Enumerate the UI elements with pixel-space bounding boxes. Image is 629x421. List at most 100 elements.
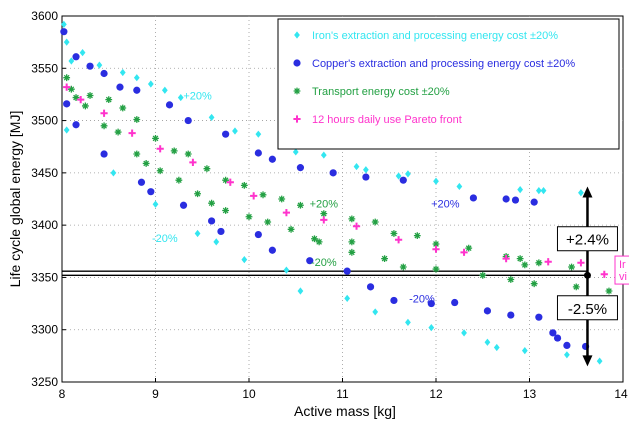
data-point [600, 270, 608, 278]
data-point [563, 341, 571, 349]
data-point [133, 116, 141, 123]
data-point [348, 215, 356, 223]
data-point [137, 178, 146, 186]
data-point [451, 298, 459, 307]
data-point [479, 271, 487, 279]
data-point [194, 190, 201, 198]
data-point [283, 266, 290, 274]
legend-marker [293, 59, 301, 67]
data-point [605, 287, 613, 295]
legend-entry-pareto: 12 hours daily use Pareto front [312, 114, 462, 126]
data-point [250, 192, 258, 200]
data-point [507, 276, 515, 283]
data-point [226, 178, 234, 186]
percent-annotation: -20% [152, 233, 178, 245]
data-point [432, 265, 440, 273]
data-point [433, 177, 439, 185]
data-point [517, 185, 524, 194]
data-point [184, 150, 192, 158]
data-point [255, 130, 262, 138]
legend-marker [293, 87, 301, 95]
data-point [208, 113, 215, 122]
legend-markers [293, 31, 301, 123]
data-point [507, 311, 515, 319]
arrow-head [582, 186, 593, 198]
x-tick-label: 13 [523, 387, 537, 401]
annotations: +20% -20% +20% -20% +20% -20% [152, 91, 460, 306]
data-point [320, 210, 328, 218]
data-point [511, 196, 520, 204]
data-point [530, 198, 538, 206]
data-point [208, 199, 215, 207]
data-point [483, 307, 492, 315]
data-point [240, 182, 248, 189]
data-point [311, 235, 318, 243]
data-point [116, 83, 124, 91]
data-point [564, 351, 570, 359]
arrow-label: -2.5% [568, 301, 607, 318]
data-point [484, 338, 491, 346]
arrow-head [582, 355, 593, 367]
data-point [553, 334, 562, 342]
data-point [170, 147, 178, 155]
data-point [469, 194, 477, 202]
y-tick-label: 3500 [31, 114, 58, 128]
data-point [100, 109, 108, 117]
data-point [142, 160, 150, 167]
x-tick-label: 10 [242, 387, 256, 401]
data-point [578, 189, 584, 197]
data-point [329, 169, 337, 177]
legend-entry-copper: Copper's extraction and processing energ… [312, 58, 575, 70]
arrow-origin-point [583, 271, 591, 279]
data-point [540, 187, 547, 195]
data-point [152, 200, 159, 208]
data-point [405, 318, 411, 326]
edge-label-text: Ir [619, 259, 626, 271]
legend-entry-transport: Transport energy cost ±20% [312, 86, 450, 98]
data-point [320, 216, 328, 224]
data-point [63, 83, 71, 91]
data-point [133, 150, 141, 158]
data-point [241, 256, 248, 264]
data-point [105, 96, 113, 104]
data-point [432, 245, 440, 253]
data-point [156, 167, 164, 175]
x-axis-label: Active mass [kg] [294, 403, 396, 419]
data-point [297, 201, 304, 209]
data-point [194, 229, 201, 238]
data-point [133, 86, 141, 94]
data-point [568, 263, 575, 271]
data-point [366, 283, 375, 291]
data-point [399, 263, 407, 271]
data-point [72, 121, 80, 129]
data-point [245, 213, 253, 221]
data-point [208, 217, 216, 225]
data-point [86, 62, 94, 70]
data-point [156, 145, 164, 153]
data-point [100, 69, 108, 78]
data-point [348, 248, 356, 256]
y-tick-label: 3350 [31, 270, 58, 284]
data-point [395, 172, 402, 180]
data-point [282, 208, 290, 217]
data-point [461, 329, 467, 337]
data-point [96, 61, 103, 69]
data-point [79, 49, 86, 57]
data-point [254, 230, 262, 239]
x-tick-label: 9 [152, 387, 159, 401]
data-point [222, 176, 230, 184]
data-point [222, 130, 230, 138]
data-point [530, 280, 538, 288]
data-points [60, 20, 622, 365]
data-point [572, 283, 580, 291]
data-point [128, 129, 136, 137]
data-point [63, 126, 70, 134]
data-point [60, 28, 68, 36]
series-0 [60, 20, 603, 365]
data-point [399, 176, 407, 184]
x-tick-label: 8 [59, 387, 66, 401]
data-point [353, 162, 360, 171]
data-point [100, 150, 108, 158]
data-point [306, 257, 314, 265]
